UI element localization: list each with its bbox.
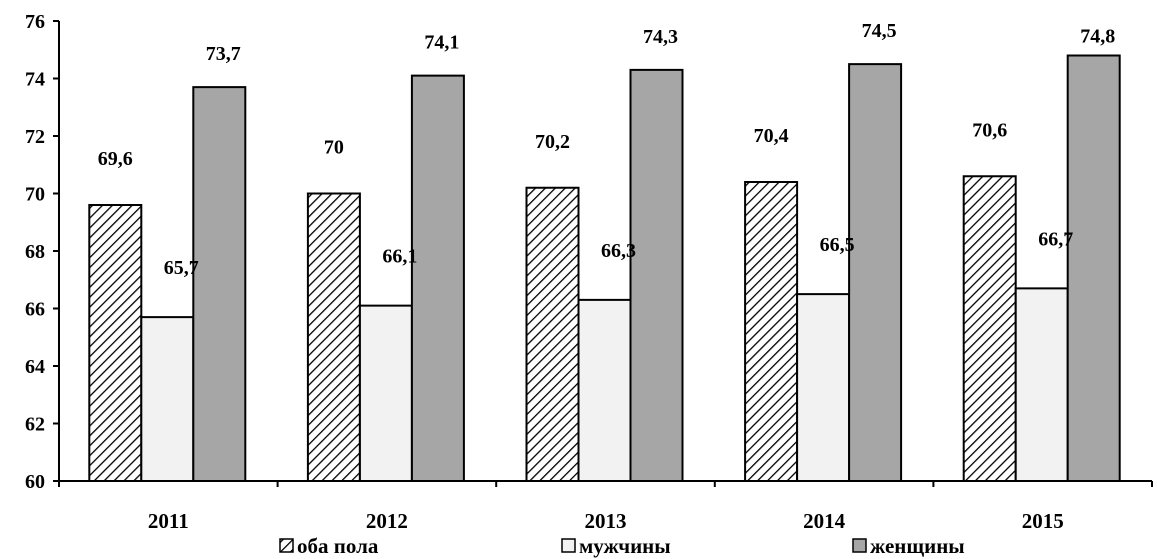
y-tick-label: 66	[25, 299, 45, 321]
data-label: 69,6	[98, 148, 133, 170]
legend: оба пола мужчины женщины	[279, 534, 965, 558]
bar-3-2014	[848, 63, 903, 482]
bar-2-2014	[796, 293, 851, 482]
y-tick-label: 60	[25, 471, 45, 493]
y-tick-label: 64	[25, 356, 45, 378]
bar-1-2012	[306, 192, 361, 482]
data-label: 74,5	[862, 20, 897, 42]
bar-2-2015	[1014, 287, 1069, 482]
bar-1-2013	[525, 186, 580, 482]
data-label: 70,2	[535, 131, 570, 153]
y-tick-label: 70	[25, 184, 45, 206]
legend-swatch	[561, 538, 576, 553]
bars	[88, 54, 1121, 482]
data-label: 66,3	[601, 240, 636, 262]
data-labels: 69,6 65,7 73,7 70 66,1 74,1 70,2 66,3 74,3 70,4 66…	[98, 20, 1115, 279]
legend-swatch	[279, 538, 294, 553]
y-tick-label: 72	[25, 126, 45, 148]
bar-3-2015	[1066, 54, 1121, 482]
data-label: 65,7	[164, 257, 199, 279]
y-tick-label: 76	[25, 11, 45, 33]
bar-3-2012	[410, 74, 465, 482]
legend-swatch	[852, 538, 867, 553]
legend-label: оба пола	[297, 534, 379, 558]
x-category-label: 2013	[585, 509, 627, 533]
y-tick-label: 74	[25, 69, 45, 91]
data-label: 74,8	[1080, 26, 1115, 48]
bar-1-2014	[744, 181, 799, 482]
data-label: 74,3	[643, 26, 678, 48]
x-category-label: 2012	[366, 509, 408, 533]
x-category-label: 2014	[803, 509, 846, 533]
legend-label: женщины	[870, 534, 965, 558]
bar-3-2013	[629, 68, 684, 482]
bar-2-2011	[140, 316, 195, 482]
bar-1-2011	[88, 204, 143, 482]
data-label: 70	[324, 137, 344, 159]
data-label: 70,6	[972, 119, 1007, 141]
data-label: 73,7	[206, 43, 241, 65]
x-category-label: 2015	[1022, 509, 1064, 533]
bar-3-2011	[192, 86, 247, 482]
data-label: 70,4	[754, 125, 789, 147]
y-tick-label: 62	[25, 414, 45, 436]
bar-2-2012	[358, 304, 413, 482]
axes: 60 62 64 66 68 70 72 74 76 2011 2012 2013 2014 2015	[25, 11, 1153, 533]
y-tick-label: 68	[25, 241, 45, 263]
x-category-label: 2011	[148, 509, 189, 533]
bar-1-2015	[962, 175, 1017, 482]
data-label: 66,7	[1038, 228, 1073, 250]
data-label: 66,1	[382, 246, 417, 268]
data-label: 74,1	[424, 32, 459, 54]
legend-label: мужчины	[579, 534, 671, 558]
bar-2-2013	[577, 298, 632, 482]
data-label: 66,5	[820, 234, 855, 256]
